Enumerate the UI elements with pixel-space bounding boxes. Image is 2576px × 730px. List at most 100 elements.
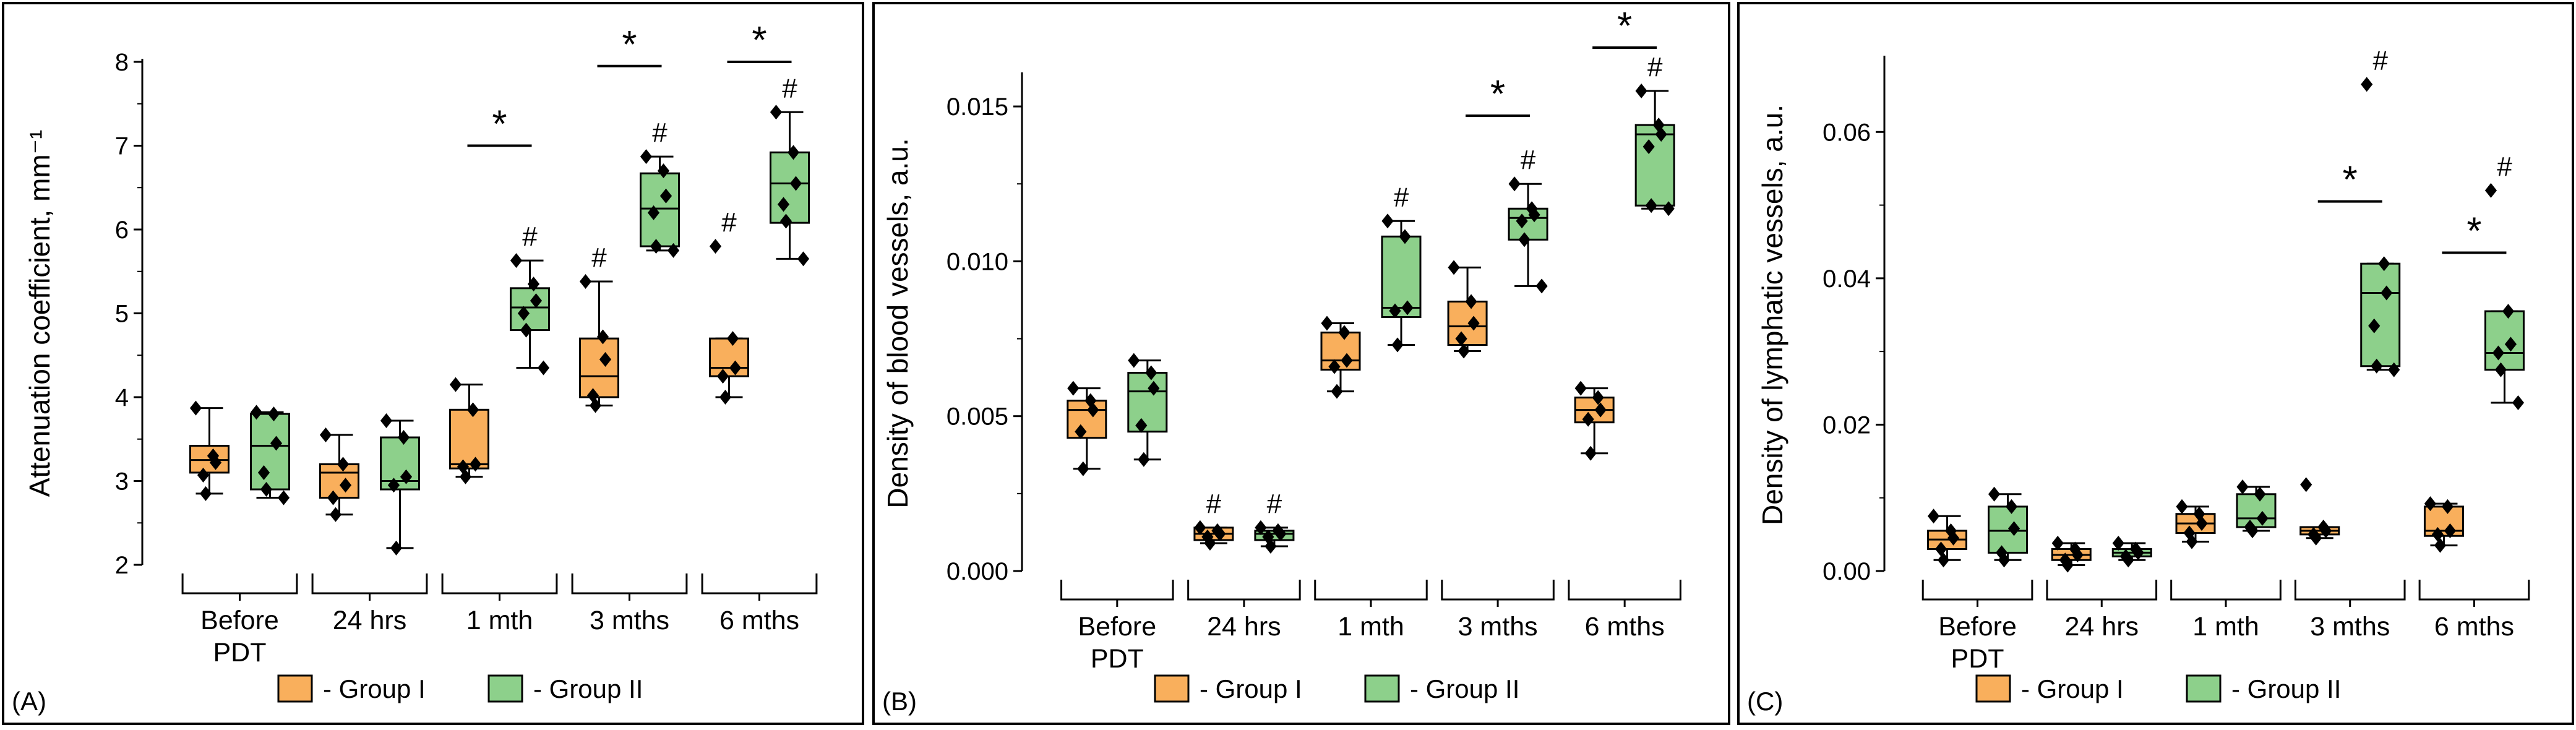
data-point	[1947, 530, 1960, 546]
category-bracket	[441, 573, 558, 595]
panel-frame	[2, 2, 864, 725]
category-label: 1 mth	[1337, 612, 1404, 642]
y-tick-label: 0.04	[1823, 265, 1871, 293]
hash-marker: #	[591, 243, 607, 273]
y-tick-label: 7	[115, 133, 129, 160]
box-group-i	[1447, 300, 1488, 346]
data-point	[1067, 380, 1080, 396]
box-group-ii	[510, 287, 550, 332]
data-point	[527, 277, 540, 292]
data-point	[2176, 499, 2188, 514]
data-point	[1389, 303, 1401, 319]
category-label: Before	[1938, 612, 2017, 642]
category-bracket	[1314, 580, 1428, 601]
hash-marker: #	[1206, 489, 1222, 519]
data-point	[257, 465, 270, 480]
data-point	[777, 197, 790, 212]
data-point	[1455, 331, 1467, 346]
data-point	[2320, 523, 2332, 538]
data-point	[400, 469, 413, 484]
data-point	[716, 369, 729, 384]
data-point	[1274, 526, 1287, 541]
data-point	[2007, 521, 2020, 536]
category-bracket	[1060, 580, 1174, 601]
data-point	[647, 205, 660, 220]
data-point	[1662, 201, 1675, 217]
data-point	[2071, 547, 2084, 562]
data-point	[277, 490, 290, 505]
data-point	[1528, 207, 1540, 223]
y-tick-label: 2	[115, 552, 129, 579]
category-label: 6 mths	[1585, 612, 1665, 642]
legend-label-group-ii: - Group II	[2231, 674, 2341, 703]
box-group-i	[449, 408, 489, 470]
data-point	[709, 239, 722, 254]
data-point	[387, 478, 400, 493]
category-bracket	[181, 573, 298, 595]
category-bracket	[2046, 580, 2158, 601]
data-point	[2504, 337, 2517, 352]
data-point	[1214, 526, 1226, 541]
data-point	[2494, 362, 2507, 377]
data-point	[650, 239, 663, 254]
legend-label-group-i: - Group I	[323, 674, 426, 703]
box-group-ii	[1127, 372, 1168, 433]
category-label: Before	[1078, 612, 1156, 642]
box-group-ii	[1508, 207, 1548, 241]
data-point	[1458, 343, 1470, 359]
data-point	[659, 188, 672, 204]
data-point	[2502, 304, 2515, 319]
box-group-ii	[1381, 235, 1422, 318]
data-point	[1582, 411, 1594, 427]
data-point	[209, 455, 222, 470]
category-label: 1 mth	[466, 606, 533, 635]
data-point	[1508, 176, 1521, 192]
data-point	[779, 213, 792, 229]
data-point	[596, 329, 609, 345]
y-tick-label: 0.00	[1823, 558, 1871, 585]
y-tick-label: 3	[115, 468, 129, 496]
data-point	[770, 105, 783, 120]
category-label: 3 mths	[590, 606, 669, 635]
panel-a: 2 3 4 5 6 7 8 Attenuation coefficient, mm⁻¹ Befo…	[2, 2, 864, 725]
data-point	[469, 457, 482, 472]
data-point	[337, 457, 350, 472]
y-tick-label: 0.06	[1823, 119, 1871, 146]
data-point	[1194, 520, 1206, 535]
data-point	[1592, 390, 1604, 405]
data-point	[2061, 557, 2074, 573]
data-point	[466, 402, 479, 418]
category-bracket	[1187, 580, 1301, 601]
data-point	[2378, 256, 2390, 272]
hash-marker: #	[721, 207, 737, 238]
y-tick-label: 0.005	[947, 403, 1008, 431]
legend-swatch-group-ii	[1364, 674, 1400, 703]
hash-marker: #	[522, 221, 538, 252]
legend-swatch-group-ii	[2186, 674, 2222, 703]
data-point	[1401, 300, 1414, 316]
data-point	[517, 306, 530, 321]
y-tick-label: 0.02	[1823, 411, 1871, 439]
data-point	[1328, 359, 1341, 374]
data-point	[719, 390, 732, 405]
data-point	[589, 398, 602, 413]
box-group-i	[1320, 332, 1361, 371]
panel-frame	[1737, 2, 2574, 725]
data-point	[2132, 545, 2144, 560]
box-group-ii	[2360, 262, 2401, 367]
data-point	[1927, 509, 1940, 524]
data-point	[2388, 362, 2400, 377]
y-axis-title: Density of lymphatic vessels, a.u.	[1756, 105, 1788, 525]
data-point	[1655, 127, 1667, 142]
data-point	[537, 360, 550, 376]
data-point	[1338, 325, 1350, 340]
data-point	[267, 406, 280, 422]
data-point	[1574, 380, 1587, 396]
legend-swatch-group-i	[1975, 674, 2011, 703]
data-point	[640, 149, 653, 165]
data-point	[1937, 552, 1950, 568]
data-point	[380, 413, 393, 428]
hash-marker: #	[1394, 182, 1409, 212]
data-point	[1642, 139, 1655, 155]
data-point	[1148, 380, 1160, 396]
